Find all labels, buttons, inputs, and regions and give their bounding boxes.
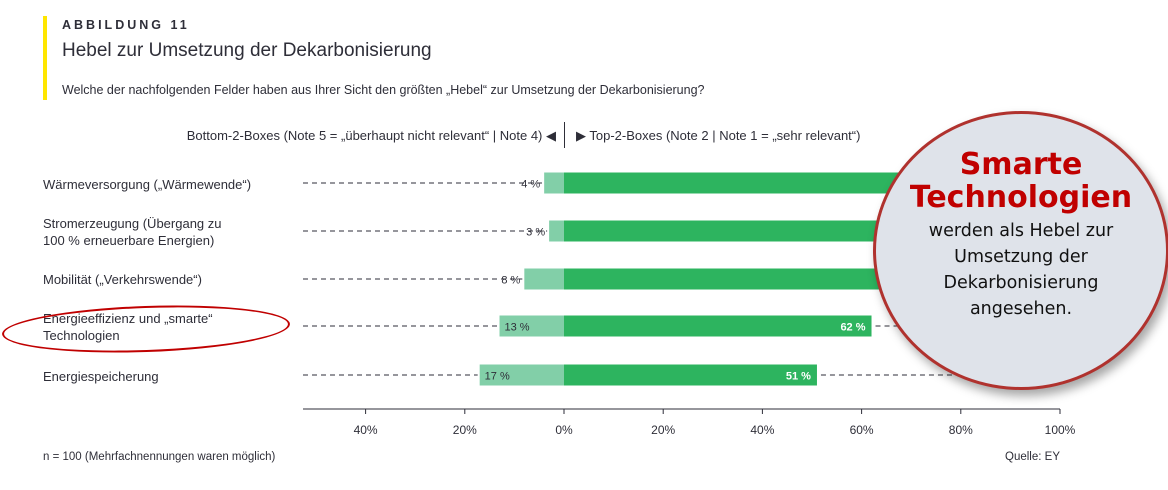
data-label-bottom-2: 13 %: [505, 322, 530, 334]
x-tick-label: 20%: [651, 423, 675, 437]
chart-title: Hebel zur Umsetzung der Dekarbonisierung: [62, 40, 432, 61]
bar-bottom-2: [524, 268, 564, 290]
x-tick-label: 40%: [750, 423, 774, 437]
header-top-2-boxes: ▶ Top-2-Boxes (Note 2 | Note 1 = „sehr r…: [576, 128, 861, 143]
data-label-bottom-2: 4 %: [521, 179, 540, 191]
bar-top-2: [564, 172, 961, 194]
data-label-bottom-2: 17 %: [485, 371, 510, 383]
bar-top-2: [564, 315, 872, 337]
callout-bubble: Smarte Technologien werden als Hebel zur…: [873, 111, 1168, 390]
source-note: Quelle: EY: [1005, 451, 1060, 463]
callout-heading-line1: Smarte: [959, 147, 1083, 182]
figure-label: ABBILDUNG 11: [62, 18, 190, 32]
x-tick-label: 40%: [354, 423, 378, 437]
category-label-energiespeicherung: Energiespeicherung: [43, 369, 159, 384]
header-bottom-2-boxes: Bottom-2-Boxes (Note 5 = „überhaupt nich…: [186, 128, 556, 143]
bar-bottom-2: [479, 364, 564, 386]
category-label-waermeversorgung: Wärmeversorgung („Wärmewende“): [43, 177, 252, 192]
bar-top-2: [564, 220, 961, 242]
bar-bottom-2: [549, 220, 564, 242]
data-label-bottom-2: 3 %: [526, 227, 545, 239]
bar-top-2: [564, 364, 817, 386]
callout-body: werden als Hebel zur Umsetzung der Dekar…: [928, 221, 1114, 319]
x-tick-label: 20%: [453, 423, 477, 437]
x-tick-label: 100%: [1045, 423, 1076, 437]
bar-bottom-2: [499, 315, 564, 337]
x-tick-label: 0%: [555, 423, 573, 437]
bar-top-2: [564, 268, 961, 290]
x-tick-label: 80%: [949, 423, 973, 437]
bar-bottom-2: [544, 172, 564, 194]
category-label-stromerzeugung: Stromerzeugung (Übergang zu 100 % erneue…: [43, 216, 222, 248]
data-label-bottom-2: 8 %: [501, 275, 520, 287]
accent-bar: [43, 16, 47, 100]
category-label-mobilitaet: Mobilität („Verkehrswende“): [43, 272, 202, 287]
category-label-energieeffizienz: Energieeffizienz und „smarte“ Technologi…: [43, 311, 213, 343]
footnote: n = 100 (Mehrfachnennungen waren möglich…: [43, 451, 276, 463]
callout-heading-line2: Technologien: [909, 180, 1133, 215]
x-tick-label: 60%: [850, 423, 874, 437]
survey-question: Welche der nachfolgenden Felder haben au…: [62, 83, 705, 97]
header-divider: [564, 122, 565, 148]
data-label-top-2: 51 %: [786, 371, 811, 383]
data-label-top-2: 62 %: [840, 322, 865, 334]
